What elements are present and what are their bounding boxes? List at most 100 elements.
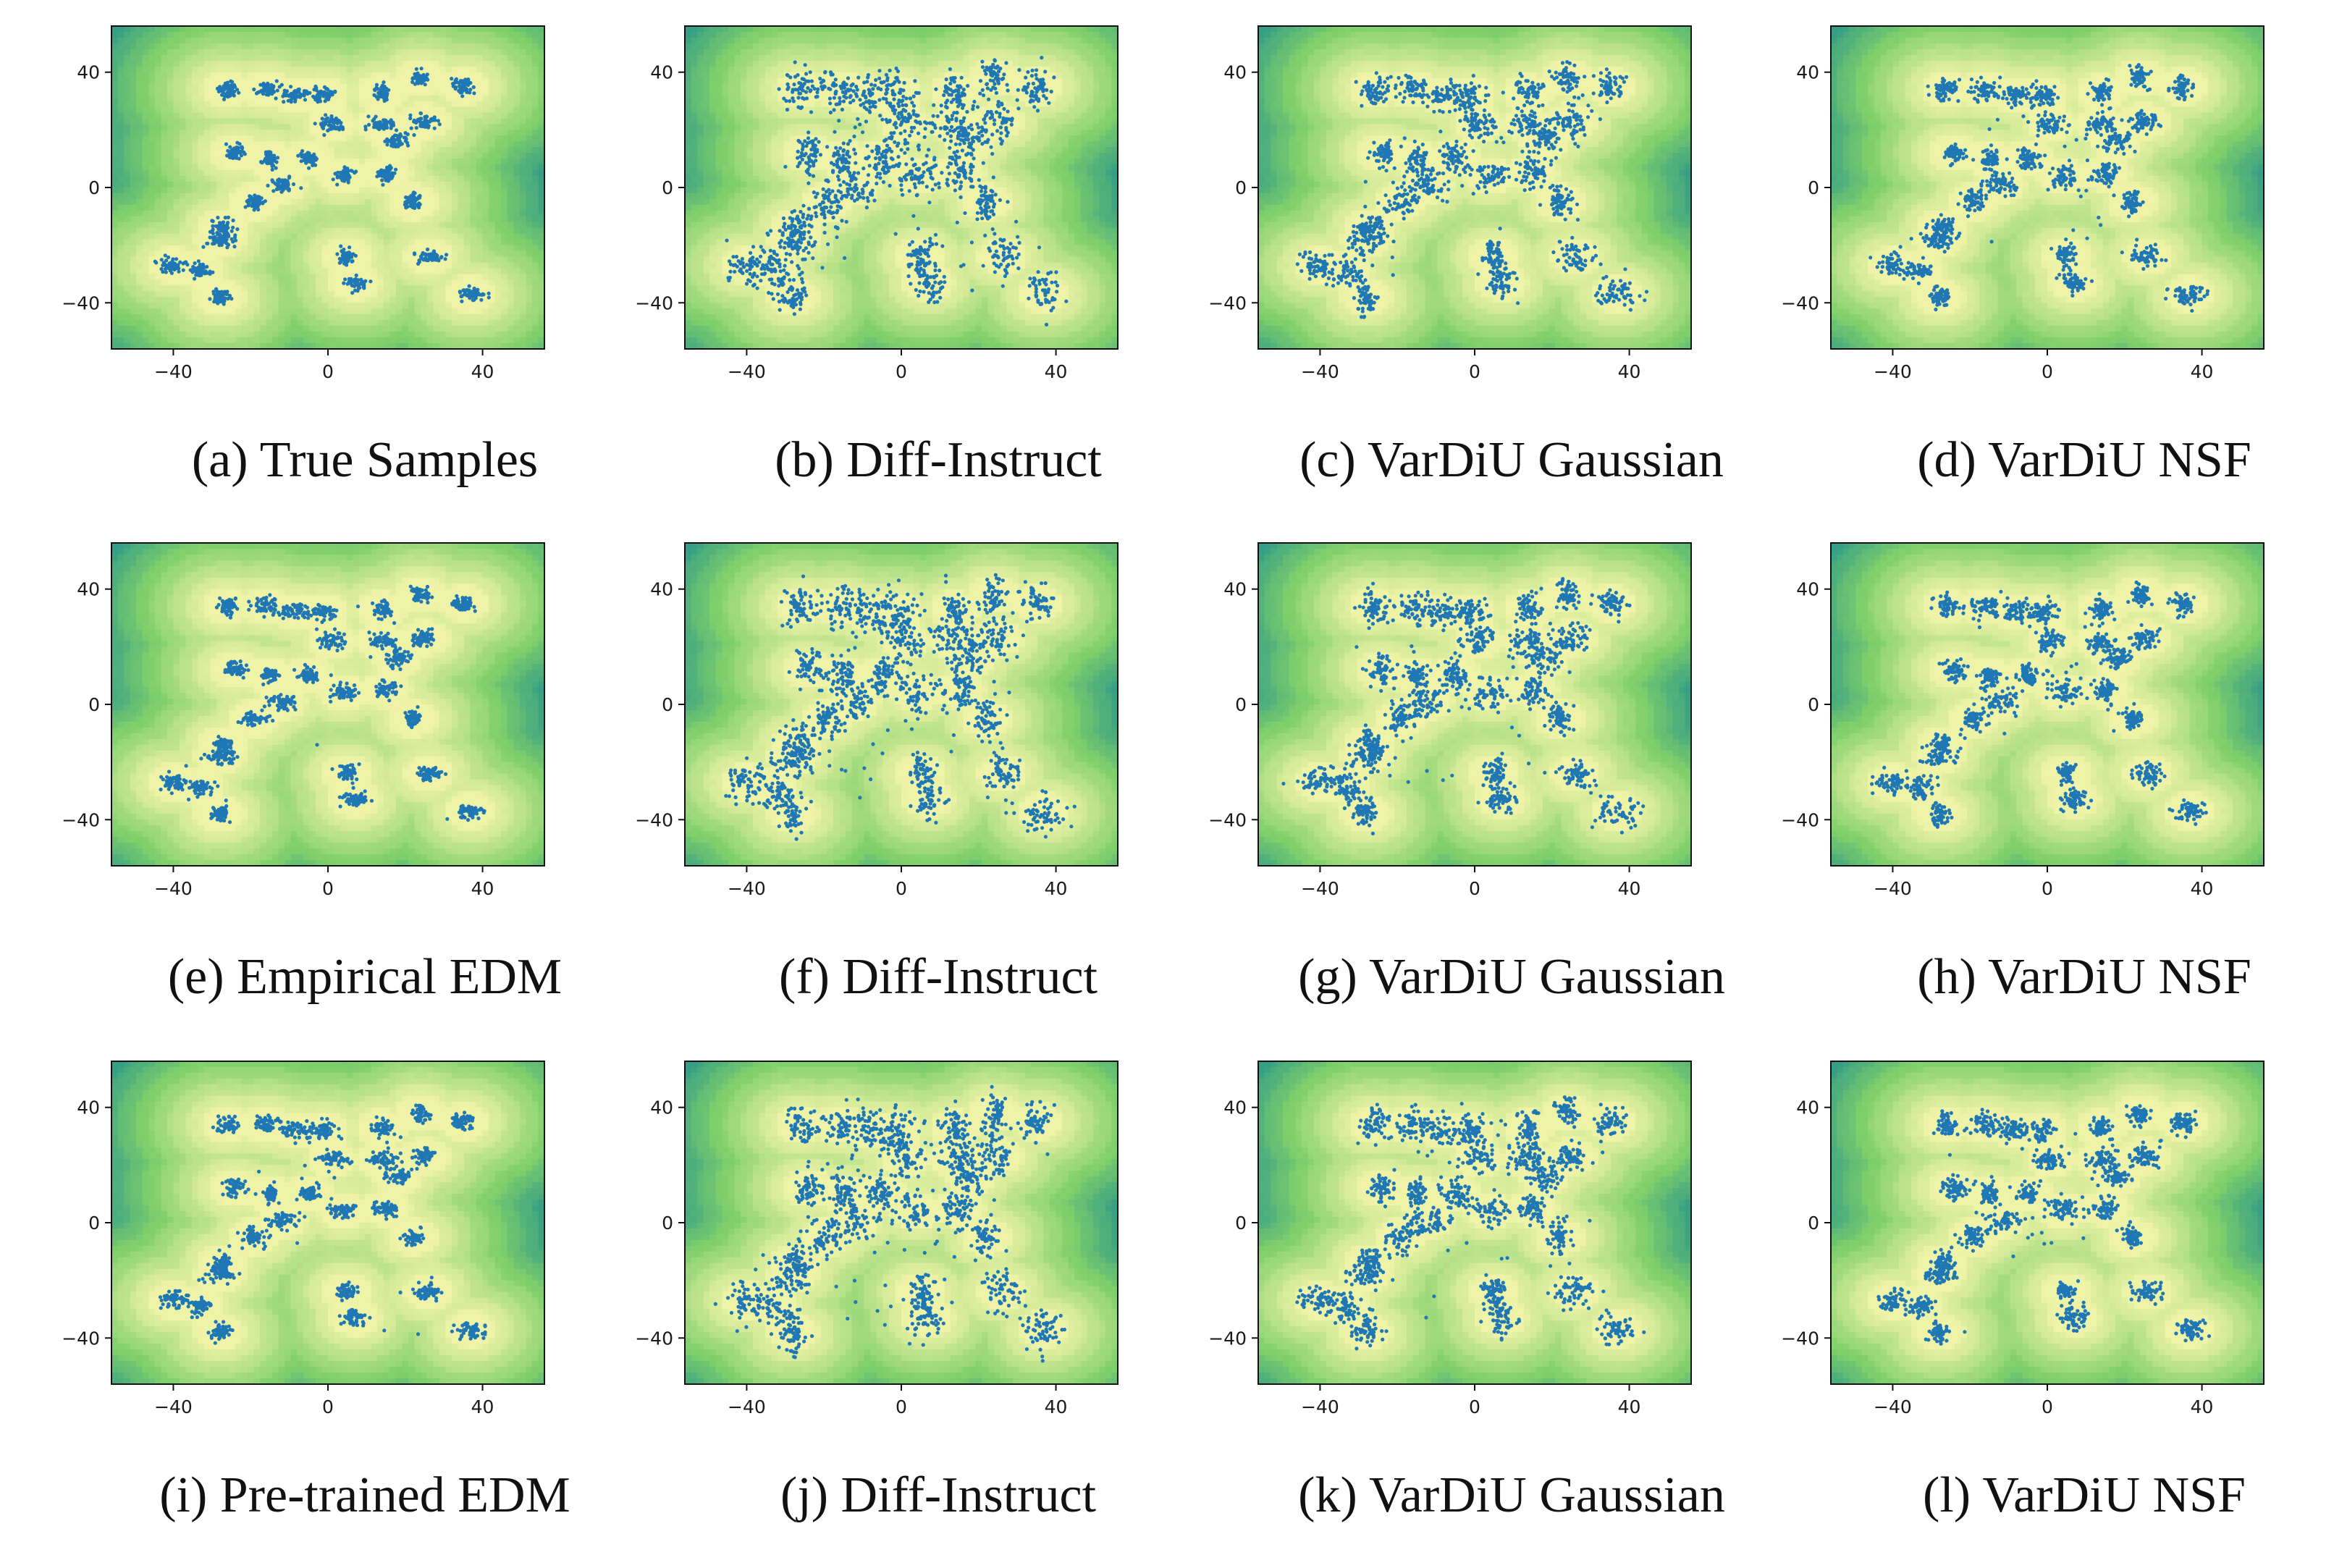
sample-point <box>1569 125 1572 129</box>
sample-point <box>355 274 358 277</box>
sample-point <box>1040 302 1043 305</box>
sample-point <box>216 301 219 305</box>
sample-point <box>208 297 211 300</box>
sample-point <box>828 101 832 105</box>
sample-point <box>841 153 845 157</box>
sample-point <box>1528 182 1532 185</box>
sample-point <box>805 169 809 173</box>
sample-point <box>1535 177 1539 180</box>
sample-point <box>1486 127 1489 130</box>
sample-point <box>1561 61 1564 64</box>
sample-point <box>1432 110 1436 114</box>
sample-point <box>1041 278 1045 282</box>
sample-point <box>1470 135 1474 139</box>
sample-point <box>993 59 997 62</box>
sample-point <box>1575 248 1579 252</box>
sample-point <box>1405 170 1409 174</box>
sample-point <box>782 225 785 229</box>
sample-point <box>340 125 343 129</box>
sample-point <box>1608 71 1612 75</box>
sample-point <box>1643 298 1646 302</box>
sample-point <box>1576 122 1580 126</box>
sample-point <box>975 122 979 126</box>
sample-point <box>961 148 964 152</box>
subplot-caption: (c) VarDiU Gaussian <box>1229 431 1794 489</box>
sample-point <box>792 83 796 86</box>
sample-point <box>959 138 963 142</box>
sample-point <box>418 119 421 123</box>
sample-point <box>343 277 347 281</box>
sample-point <box>1548 122 1551 125</box>
sample-point <box>1367 84 1370 88</box>
sample-point <box>825 145 829 148</box>
sample-point <box>839 206 843 209</box>
sample-point <box>841 108 844 111</box>
sample-point <box>385 143 389 146</box>
sample-point <box>913 79 917 83</box>
sample-point <box>823 71 827 75</box>
sample-point <box>1446 146 1450 150</box>
sample-point <box>1541 104 1544 107</box>
sample-point <box>1363 205 1367 208</box>
sample-point <box>1052 75 1056 79</box>
sample-point <box>845 182 848 186</box>
sample-point <box>214 224 218 228</box>
sample-point <box>273 159 277 163</box>
sample-point <box>242 151 245 154</box>
sample-point <box>787 224 791 228</box>
sample-point <box>913 253 917 257</box>
sample-point <box>1006 83 1009 87</box>
sample-point <box>1015 256 1019 259</box>
sample-point <box>813 240 817 244</box>
sample-point <box>1483 114 1486 117</box>
sample-point <box>741 271 744 275</box>
sample-point <box>989 78 993 82</box>
sample-point <box>846 187 849 191</box>
sample-point <box>1420 96 1424 99</box>
sample-point <box>1500 254 1504 258</box>
sample-point <box>861 196 865 200</box>
sample-point <box>841 157 845 161</box>
sample-point <box>1383 80 1386 84</box>
sample-point <box>962 161 966 165</box>
sample-point <box>948 146 951 150</box>
sample-point <box>1524 160 1528 164</box>
sample-point <box>212 292 216 295</box>
sample-point <box>1006 263 1010 266</box>
sample-point <box>1620 290 1624 293</box>
sample-point <box>1507 130 1511 133</box>
sample-point <box>1551 117 1555 121</box>
sample-point <box>1389 203 1392 207</box>
sample-point <box>1331 284 1335 287</box>
sample-point <box>789 233 793 237</box>
sample-point <box>1567 109 1571 112</box>
sample-point <box>219 297 223 300</box>
sample-point <box>856 193 860 197</box>
sample-point <box>1396 202 1400 206</box>
sample-point <box>1522 104 1526 107</box>
sample-point <box>1441 172 1445 175</box>
sample-point <box>418 111 422 115</box>
sample-point <box>211 271 214 274</box>
sample-point <box>1017 253 1021 256</box>
sample-point <box>258 201 261 204</box>
sample-point <box>378 92 382 96</box>
sample-point <box>1491 271 1495 274</box>
sample-point <box>1016 98 1019 102</box>
sample-point <box>394 168 397 172</box>
sample-point <box>802 221 806 224</box>
sample-point <box>877 161 880 165</box>
sample-point <box>1415 181 1418 185</box>
sample-point <box>235 227 239 231</box>
sample-point <box>1586 104 1590 107</box>
sample-point <box>444 257 447 261</box>
sample-point <box>840 197 843 201</box>
sample-point <box>350 169 354 173</box>
sample-point <box>408 117 412 120</box>
sample-point <box>380 123 384 127</box>
sample-point <box>1623 267 1627 271</box>
sample-point <box>1389 152 1392 156</box>
sample-point <box>788 278 791 282</box>
sample-point <box>757 260 761 264</box>
sample-point <box>1430 169 1433 172</box>
